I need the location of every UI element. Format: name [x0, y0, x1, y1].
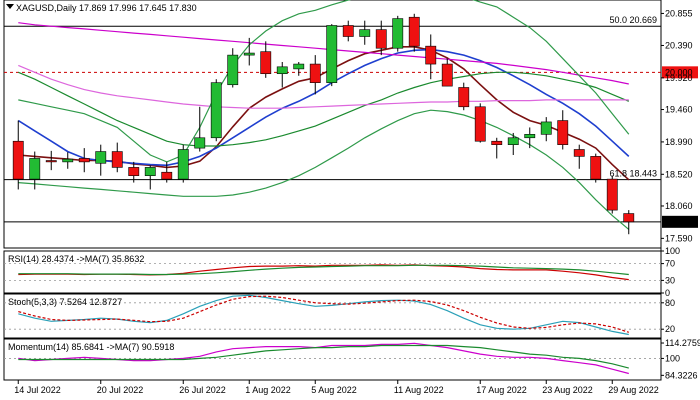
candle-body	[12, 140, 24, 180]
candle-body	[408, 16, 420, 47]
indicator-y-tick-label: 0	[665, 288, 670, 298]
candle-body	[62, 158, 74, 163]
indicator-title: RSI(14) 28.4374 ->MA(7) 35.8632	[8, 254, 144, 264]
candle-body	[590, 156, 602, 180]
candle-body	[524, 134, 536, 139]
candle-body	[573, 149, 585, 157]
panel-frame	[3, 250, 662, 294]
y-tick-label: 17.590	[665, 233, 693, 243]
y-tick-label: 18.520	[665, 169, 693, 179]
y-tick-label: 18.990	[665, 137, 693, 147]
indicator-title: Momentum(14) 85.6841 ->MA(7) 90.5918	[8, 342, 174, 352]
candle-body	[342, 25, 354, 37]
y-tick-label: 19.920	[665, 73, 693, 83]
candle-body	[243, 52, 255, 56]
indicator-y-tick-label: 20	[665, 324, 675, 334]
candle-body	[458, 87, 470, 108]
candle-body	[260, 51, 272, 75]
candle-body	[144, 167, 156, 176]
indicator-y-tick-label: 100	[665, 246, 680, 256]
candle-body	[540, 121, 552, 135]
candle-body	[227, 54, 239, 86]
dropdown-icon	[6, 4, 14, 9]
x-tick-label: 1 Aug 2022	[245, 385, 291, 395]
candle-body	[623, 213, 635, 223]
moving-average-line	[18, 64, 629, 109]
x-tick-label: 17 Aug 2022	[476, 385, 527, 395]
price-tag-bg	[662, 66, 698, 79]
indicator-y-tick-label: 70	[665, 259, 675, 269]
x-tick-label: 29 Aug 2022	[608, 385, 659, 395]
candle-body	[45, 160, 57, 163]
x-tick-label: 14 Jul 2022	[14, 385, 61, 395]
y-tick-label: 20.390	[665, 40, 693, 50]
y-tick-label: 20.855	[665, 8, 693, 18]
level-label: 50.0 20.669	[609, 15, 657, 25]
candle-body	[557, 120, 569, 145]
x-tick-label: 23 Aug 2022	[542, 385, 593, 395]
indicator-y-tick-label: 100	[665, 353, 680, 363]
candle-body	[309, 63, 321, 83]
x-tick-label: 5 Aug 2022	[311, 385, 357, 395]
indicator-line	[18, 264, 629, 276]
indicator-y-tick-label: 84.3226	[665, 370, 698, 380]
candle-body	[128, 167, 140, 176]
x-tick-label: 11 Aug 2022	[394, 385, 444, 395]
moving-average-line	[18, 22, 629, 85]
y-tick-label: 18.060	[665, 201, 693, 211]
candle-body	[375, 29, 387, 49]
indicator-line	[18, 295, 629, 333]
chart-title: XAGUSD,Daily 17.869 17.996 17.645 17.830	[16, 3, 197, 13]
price-tag-bg	[662, 215, 698, 228]
indicator-title: Stoch(5,3,3) 7.5264 12.8727	[8, 297, 122, 307]
candle-body	[326, 25, 338, 83]
candle-body	[95, 151, 107, 164]
price-tag-label: 17.830	[665, 217, 693, 227]
y-tick-label: 19.460	[665, 105, 693, 115]
candle-body	[210, 82, 222, 139]
candle-body	[177, 149, 189, 180]
candle-body	[359, 29, 371, 37]
x-tick-label: 26 Jul 2022	[179, 385, 226, 395]
moving-average-line	[18, 109, 630, 230]
indicator-line	[18, 344, 629, 369]
candle-body	[111, 151, 123, 168]
candle-body	[441, 63, 453, 87]
level-label: 61.8 18.443	[609, 169, 657, 179]
candle-body	[194, 137, 206, 149]
moving-average-line	[18, 0, 630, 163]
candle-body	[161, 171, 173, 180]
panel-frame	[3, 293, 662, 339]
x-tick-label: 20 Jul 2022	[97, 385, 144, 395]
indicator-y-tick-label: 80	[665, 298, 675, 308]
candle-body	[276, 66, 288, 75]
candle-body	[425, 45, 437, 65]
candle-body	[606, 178, 618, 211]
price-tag-label: 20.000	[665, 67, 693, 77]
indicator-y-tick-label: 30	[665, 275, 675, 285]
moving-average-line	[18, 71, 630, 147]
candle-body	[392, 18, 404, 49]
candle-body	[29, 158, 41, 180]
indicator-y-tick-label: 114.2759	[665, 338, 700, 348]
candle-body	[474, 106, 486, 142]
candle-body	[507, 137, 519, 145]
candle-body	[491, 140, 503, 145]
candle-body	[78, 158, 90, 163]
candle-body	[293, 63, 305, 70]
